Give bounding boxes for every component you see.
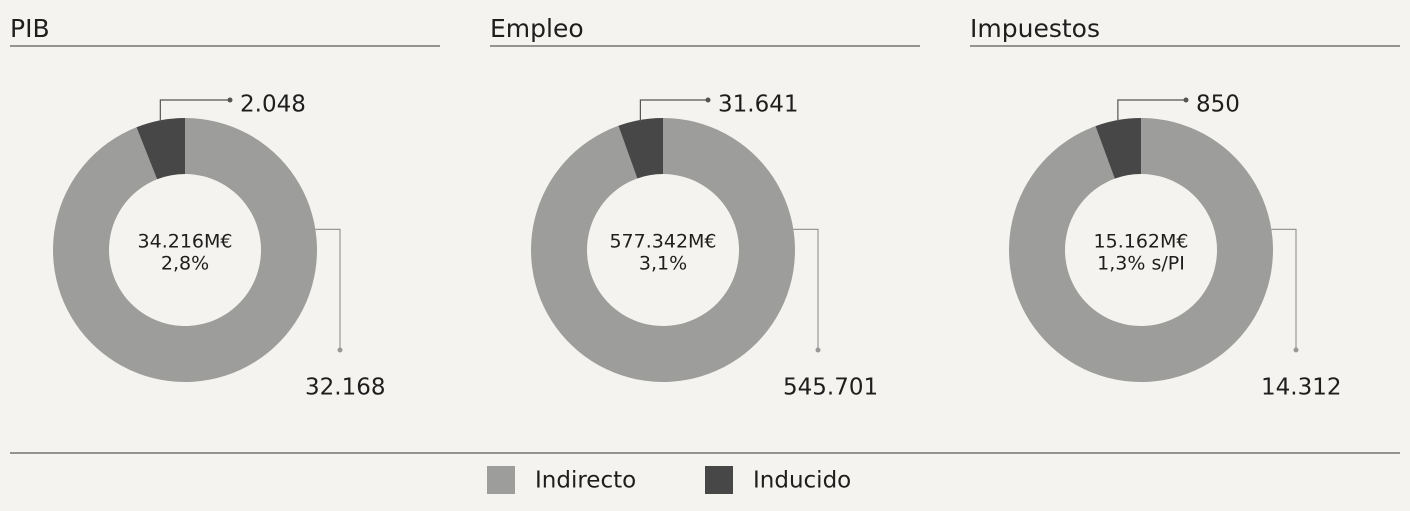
value-label: 2.048 [240, 92, 306, 118]
value-label: 545.701 [783, 375, 878, 401]
center-text: 34.216M€ [138, 231, 233, 253]
leader-line [639, 99, 708, 122]
leader-dot [1293, 347, 1299, 353]
donut-segment [1008, 118, 1273, 382]
value-label: 14.312 [1261, 375, 1341, 401]
leader-dot [337, 347, 343, 353]
value-label: 32.168 [305, 375, 385, 401]
leader-line [793, 228, 819, 350]
chart-title: Impuestos [970, 14, 1100, 43]
value-label: 850 [1196, 92, 1240, 118]
leader-line [1117, 99, 1186, 122]
leader-line [315, 228, 341, 350]
donut-segment [52, 118, 317, 383]
leader-line [159, 99, 230, 122]
legend-swatch [705, 466, 733, 494]
value-label: 31.641 [718, 92, 798, 118]
center-text: 577.342M€ [609, 231, 716, 253]
legend-label: Indirecto [535, 468, 636, 494]
leader-dot [815, 347, 821, 353]
legend-swatch [487, 466, 515, 494]
center-text: 1,3% s/PI [1097, 253, 1185, 275]
leader-dot [227, 97, 233, 103]
center-text: 15.162M€ [1094, 231, 1189, 253]
leader-line [1271, 228, 1297, 350]
donut-segment [531, 118, 795, 382]
donut-segment [618, 118, 663, 179]
donut-segment [136, 118, 185, 180]
leader-dot [1183, 97, 1189, 103]
legend-label: Inducido [753, 468, 851, 494]
chart-title: Empleo [490, 14, 584, 43]
leader-dot [705, 97, 711, 103]
center-text: 2,8% [161, 253, 209, 275]
chart-title: PIB [10, 14, 50, 43]
donut-segment [1095, 118, 1141, 179]
center-text: 3,1% [639, 253, 687, 275]
